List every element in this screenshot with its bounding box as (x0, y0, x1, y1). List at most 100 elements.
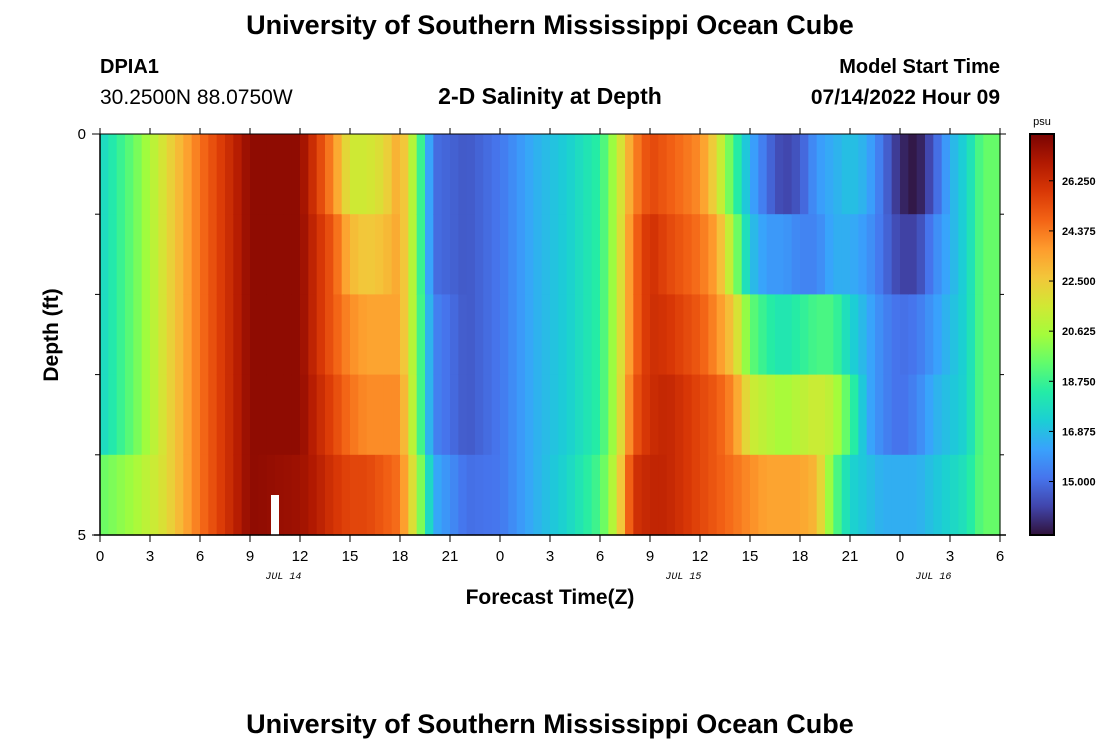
heatmap-cell (458, 374, 468, 456)
heatmap-cell (766, 454, 776, 536)
colorbar-unit-label: psu (1033, 116, 1051, 128)
date-label: JUL 15 (665, 572, 701, 583)
heatmap-cell (391, 134, 401, 215)
heatmap-cell (800, 134, 809, 215)
heatmap-cell (500, 214, 509, 295)
heatmap-cell (291, 214, 301, 295)
heatmap-cell (625, 374, 634, 456)
heatmap-cell (608, 134, 618, 215)
heatmap-cell (675, 134, 684, 215)
heatmap-cell (833, 454, 843, 536)
heatmap-cell (883, 374, 893, 456)
heatmap-cell (450, 214, 459, 295)
heatmap-cell (891, 294, 901, 376)
heatmap-cell (850, 294, 859, 376)
date-label: JUL 16 (915, 572, 951, 583)
heatmap-cell (741, 374, 751, 456)
heatmap-cell (566, 294, 576, 376)
heatmap-cell (216, 374, 226, 456)
heatmap-cell (850, 454, 859, 536)
heatmap-cell (116, 454, 126, 536)
heatmap-cell (300, 134, 309, 215)
heatmap-cell (875, 374, 884, 456)
x-tick-label: 9 (646, 548, 654, 565)
heatmap-cell (991, 294, 1001, 376)
heatmap-cell (650, 294, 659, 376)
heatmap-cell (500, 294, 509, 376)
heatmap-cell (466, 214, 476, 295)
x-tick-label: 0 (496, 548, 504, 565)
heatmap-cell (191, 454, 201, 536)
heatmap-cell (733, 214, 743, 295)
heatmap-cell (650, 214, 659, 295)
heatmap-cell (833, 294, 843, 376)
heatmap-cell (183, 134, 193, 215)
heatmap-cell (933, 134, 943, 215)
heatmap-cell (525, 214, 534, 295)
heatmap-cell (150, 214, 159, 295)
x-axis-ticks: 0 3 6 9 12 15 18 21 0 3 6 9 12 15 18 21 0 3 6 (96, 128, 1004, 565)
heatmap-cell (708, 374, 718, 456)
heatmap-cell (758, 294, 768, 376)
heatmap-cell (450, 374, 459, 456)
heatmap-cell (633, 374, 643, 456)
heatmap-cell (241, 134, 251, 215)
heatmap-cell (516, 294, 526, 376)
heatmap-cell (641, 134, 651, 215)
heatmap-cell (550, 294, 559, 376)
y-axis-label: Depth (ft) (40, 288, 63, 381)
heatmap-cell (316, 214, 326, 295)
heatmap-cell (458, 134, 468, 215)
heatmap-cell (366, 374, 376, 456)
heatmap-cell (425, 374, 434, 456)
heatmap-cell (366, 134, 376, 215)
heatmap-cell (150, 374, 159, 456)
colorbar-tick-label: 24.375 (1062, 226, 1096, 238)
heatmap-cell (333, 454, 343, 536)
heatmap-cell (716, 374, 726, 456)
heatmap-cell (816, 374, 826, 456)
heatmap-cell (258, 134, 268, 215)
heatmap-cell (658, 374, 668, 456)
heatmap-cell (891, 134, 901, 215)
heatmap-cell (175, 294, 184, 376)
heatmap-cell (466, 294, 476, 376)
heatmap-cell (450, 294, 459, 376)
heatmap-cell (583, 374, 593, 456)
heatmap-cell (558, 454, 568, 536)
heatmap-cell (341, 454, 351, 536)
heatmap-cell (191, 214, 201, 295)
heatmap-cell (758, 214, 768, 295)
heatmap-cell (425, 454, 434, 536)
heatmap-cell (366, 454, 376, 536)
heatmap-cell (200, 214, 209, 295)
heatmap-cell (858, 454, 868, 536)
heatmap-cell (500, 374, 509, 456)
heatmap-cell (950, 294, 959, 376)
heatmap-cell (683, 454, 693, 536)
heatmap-cell (266, 294, 276, 376)
heatmap-cell (875, 454, 884, 536)
heatmap-cell (208, 214, 218, 295)
x-tick-label: 6 (196, 548, 204, 565)
heatmap-cell (658, 214, 668, 295)
heatmap-cell (975, 374, 984, 456)
heatmap-cell (616, 294, 626, 376)
heatmap-cell (825, 134, 834, 215)
heatmap-cell (941, 214, 951, 295)
heatmap-cell (158, 294, 168, 376)
heatmap-cell (341, 294, 351, 376)
heatmap-cell (775, 374, 784, 456)
heatmap-cell (241, 454, 251, 536)
heatmap-cell (883, 214, 893, 295)
heatmap-cell (166, 294, 176, 376)
heatmap-cell (308, 294, 318, 376)
heatmap-cell (825, 214, 834, 295)
heatmap-cell (650, 134, 659, 215)
heatmap-cell (108, 294, 118, 376)
heatmap-cell (241, 374, 251, 456)
heatmap-cell (816, 294, 826, 376)
heatmap-cell (308, 374, 318, 456)
heatmap-cell (933, 214, 943, 295)
heatmap-cell (791, 214, 801, 295)
